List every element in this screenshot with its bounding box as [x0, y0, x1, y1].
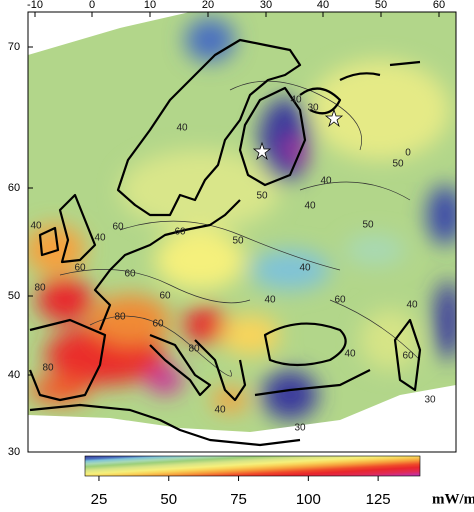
contour-label: 30	[307, 103, 319, 114]
contour-label: 60	[174, 227, 186, 238]
contour-label: 50	[256, 191, 268, 202]
contour-label: 40	[290, 95, 302, 106]
contour-label: 30	[424, 395, 436, 406]
contour-label: 80	[42, 363, 54, 374]
colorbar-unit: mW/m2	[432, 491, 474, 507]
longitude-label: 0	[89, 0, 95, 11]
contour-label: 40	[30, 221, 42, 232]
heat-flow-field	[28, 12, 456, 447]
contour-label: 60	[112, 222, 124, 233]
contour-label: 80	[34, 283, 46, 294]
contour-label: 80	[188, 344, 200, 355]
colorbar	[84, 455, 421, 477]
colorbar-tick-label: 100	[296, 491, 321, 508]
contour-label: 40	[320, 176, 332, 187]
contour-label: 60	[74, 263, 86, 274]
contour-label: 40	[406, 300, 418, 311]
coastlines	[28, 38, 422, 447]
contour-label: 40	[176, 123, 188, 134]
longitude-label: 30	[260, 0, 272, 11]
longitude-label: 10	[144, 0, 156, 11]
contour-label: 0	[405, 148, 411, 159]
contour-label: 60	[159, 291, 171, 302]
contour-label: 60	[402, 351, 414, 362]
contour-label: 40	[304, 201, 316, 212]
colorbar-tick-label: 75	[230, 491, 247, 508]
contour-label: 60	[334, 295, 346, 306]
contour-label: 50	[392, 159, 404, 170]
latitude-label: 60	[8, 182, 20, 194]
longitude-label: 20	[202, 0, 214, 11]
longitude-label: 60	[433, 0, 445, 11]
contour-label: 50	[232, 236, 244, 247]
colorbar-tick-label: 50	[160, 491, 177, 508]
contour-label: 60	[124, 269, 136, 280]
latitude-label: 40	[8, 369, 20, 381]
contour-label: 40	[214, 405, 226, 416]
longitude-label: 50	[375, 0, 387, 11]
latitude-label: 50	[8, 290, 20, 302]
longitude-label: -10	[27, 0, 43, 11]
contour-label: 30	[294, 423, 306, 434]
longitude-label: 40	[317, 0, 329, 11]
map-frame	[27, 11, 457, 453]
contour-label: 40	[264, 295, 276, 306]
stars	[252, 108, 344, 161]
latitude-label: 30	[8, 446, 20, 458]
latitude-label: 70	[8, 41, 20, 53]
contour-label: 40	[299, 263, 311, 274]
contour-label: 80	[114, 312, 126, 323]
contour-label: 60	[152, 319, 164, 330]
contour-label: 50	[362, 220, 374, 231]
contour-label: 40	[344, 349, 356, 360]
contour-label: 40	[94, 233, 106, 244]
colorbar-tick-label: 25	[91, 491, 108, 508]
colorbar-tick-label: 125	[366, 491, 391, 508]
